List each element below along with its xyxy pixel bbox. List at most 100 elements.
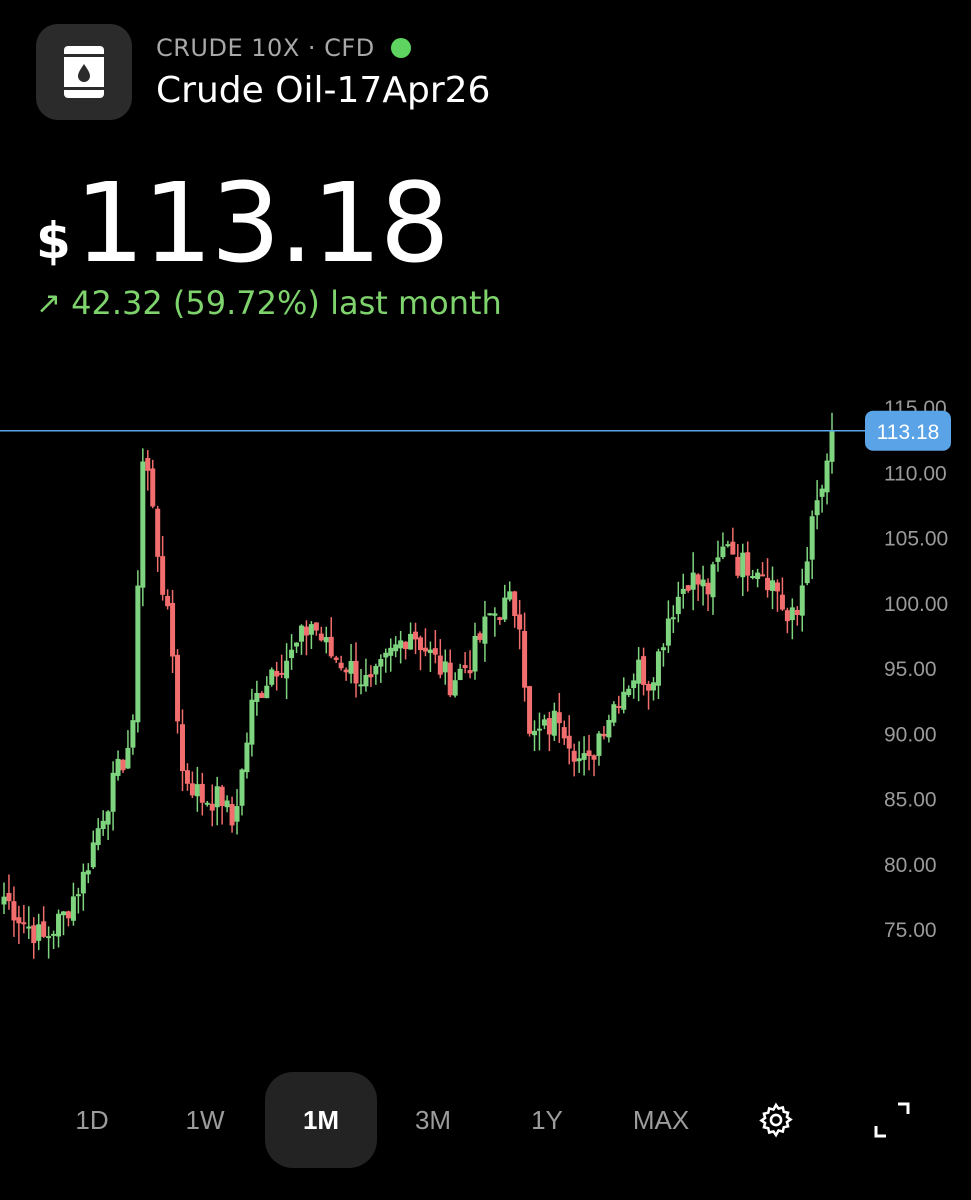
candle-body — [259, 693, 265, 699]
current-price-badge-label: 113.18 — [877, 421, 940, 444]
candle-body — [95, 828, 101, 846]
candle-body — [740, 552, 746, 578]
candle — [660, 643, 666, 667]
candle-body — [284, 660, 290, 679]
candle — [383, 648, 389, 673]
timeframe-1m[interactable]: 1M — [265, 1072, 377, 1168]
candle — [517, 599, 523, 650]
candle — [289, 634, 295, 670]
candle — [323, 626, 329, 654]
candle-body — [601, 733, 607, 737]
candle — [720, 532, 726, 560]
candle — [343, 667, 349, 681]
candle — [338, 655, 344, 671]
candle — [368, 665, 374, 687]
candle — [378, 654, 384, 683]
candle-body — [135, 585, 141, 723]
candle-body — [606, 720, 612, 738]
candle-body — [229, 804, 235, 826]
candle-body — [46, 936, 52, 939]
timeframe-1y[interactable]: 1Y — [531, 1104, 563, 1135]
candle-body — [373, 665, 379, 675]
trend-up-arrow-icon: ↗ — [36, 285, 62, 321]
candle — [244, 732, 250, 779]
candle-body — [730, 541, 736, 555]
candle-body — [11, 901, 17, 921]
timeframe-1w[interactable]: 1W — [185, 1104, 225, 1135]
candle — [735, 543, 741, 579]
candle-body — [189, 783, 195, 796]
candle — [194, 766, 200, 812]
price-chart[interactable]: 115.00110.00105.00100.0095.0090.0085.008… — [0, 390, 971, 1010]
candle — [165, 589, 171, 610]
candle — [819, 484, 825, 513]
candle — [740, 543, 746, 597]
candle — [789, 598, 795, 640]
candle — [348, 643, 354, 684]
candle-body — [199, 783, 205, 803]
candle — [16, 905, 22, 944]
candle-body — [209, 803, 215, 811]
expand-icon[interactable] — [856, 1072, 928, 1168]
candle-body — [214, 786, 220, 808]
candle — [313, 622, 319, 636]
candle — [269, 667, 275, 687]
candle-body — [675, 596, 681, 615]
timeframe-max[interactable]: MAX — [632, 1104, 690, 1135]
candle — [601, 725, 607, 740]
candle — [388, 638, 394, 672]
candle-body — [145, 458, 151, 471]
candle-body — [829, 430, 835, 462]
candle-body — [170, 602, 176, 657]
candle — [95, 818, 101, 851]
candle — [442, 649, 448, 685]
timeframe-3m[interactable]: 3M — [414, 1104, 452, 1135]
candle — [413, 622, 419, 655]
candle — [447, 649, 453, 698]
candle-body — [115, 758, 121, 776]
candle-body — [313, 622, 319, 631]
candle-body — [140, 461, 146, 588]
candle — [393, 636, 399, 658]
candle-body — [750, 575, 756, 578]
candle-body — [348, 661, 354, 674]
candle-body — [512, 591, 518, 617]
candle-body — [596, 733, 602, 756]
candle-body — [368, 674, 374, 678]
candle-body — [784, 610, 790, 622]
candle-body — [636, 659, 642, 684]
currency-symbol: $ — [36, 212, 71, 270]
candle — [755, 568, 761, 588]
candle-body — [522, 630, 528, 688]
timeframe-1d[interactable]: 1D — [75, 1104, 109, 1135]
candle — [591, 754, 597, 777]
candle — [135, 570, 141, 733]
candle-body — [403, 641, 409, 650]
candle-body — [234, 806, 240, 822]
candle-body — [571, 750, 577, 762]
candle — [229, 796, 235, 833]
current-price: 113.18 — [74, 159, 450, 287]
candle — [512, 590, 518, 628]
candle — [586, 734, 592, 771]
gear-icon[interactable] — [740, 1072, 812, 1168]
candle-body — [447, 662, 453, 696]
oil-barrel-icon[interactable] — [36, 24, 132, 120]
candle — [204, 800, 210, 807]
candle — [110, 761, 116, 831]
candle — [31, 917, 37, 959]
candle — [353, 642, 359, 698]
candle — [298, 624, 304, 655]
candle-body — [160, 556, 166, 595]
candle-body — [541, 719, 547, 726]
candle-body — [294, 642, 300, 647]
candle — [556, 692, 562, 744]
candle — [725, 540, 731, 548]
candle-body — [487, 613, 493, 616]
candle — [65, 910, 71, 927]
candle-body — [269, 669, 275, 685]
candle — [36, 913, 42, 951]
candle-body — [586, 750, 592, 757]
candle — [507, 581, 513, 602]
candle — [774, 579, 780, 612]
